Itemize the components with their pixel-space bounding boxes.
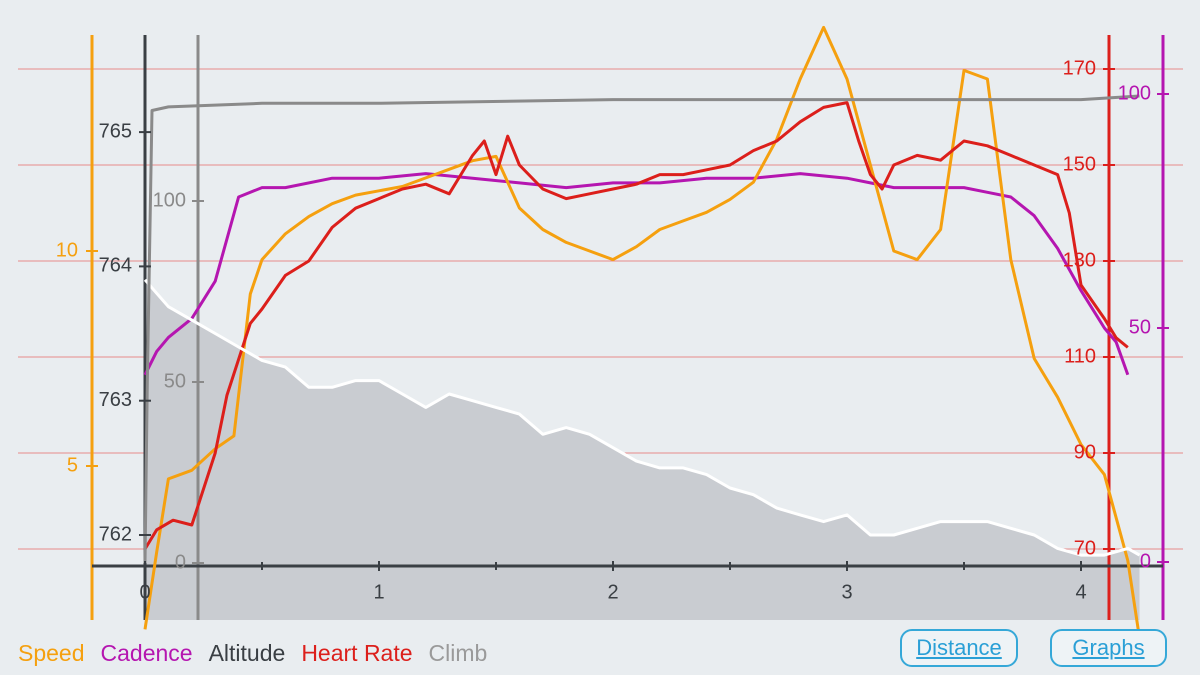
cadence-tick-label: 0 (1140, 550, 1151, 572)
graphs-button[interactable]: Graphs (1050, 629, 1167, 667)
altitude-tick-label: 764 (99, 255, 132, 277)
altitude-tick-label: 762 (99, 523, 132, 545)
x-tick-label: 1 (373, 581, 384, 603)
heart-rate-line (143, 101, 1129, 550)
tick-labels: 0 1 2 3 4 5 10 762 763 764 765 0 50 100 70 90 110 130 150 1… (56, 57, 1169, 603)
legend-altitude: Altitude (208, 640, 286, 666)
altitude-area (145, 279, 1140, 620)
climb-tick-label: 100 (153, 189, 186, 211)
speed-tick-label: 10 (56, 239, 78, 261)
speed-tick-label: 5 (67, 454, 78, 476)
legend-climb: Climb (428, 640, 488, 666)
heart-rate-tick-label: 130 (1063, 249, 1096, 271)
x-tick-label: 3 (841, 581, 852, 603)
altitude-line (143, 278, 1141, 557)
legend: Speed Cadence Altitude Heart Rate Climb (18, 640, 487, 667)
heart-rate-tick-label: 70 (1074, 537, 1096, 559)
cadence-line (143, 172, 1130, 376)
altitude-tick-label: 765 (99, 120, 132, 142)
altitude-fill (145, 279, 1140, 620)
cadence-tick-label: 50 (1129, 316, 1151, 338)
climb-line (143, 94, 1140, 564)
axes (90, 35, 1165, 620)
climb-tick-label: 0 (175, 551, 186, 573)
speed-line (143, 25, 1141, 639)
x-tick-label: 0 (139, 581, 150, 603)
distance-button[interactable]: Distance (900, 629, 1018, 667)
legend-speed: Speed (18, 640, 85, 666)
series-lines (143, 25, 1141, 639)
x-tick-label: 4 (1075, 581, 1086, 603)
heart-rate-tick-label: 170 (1063, 57, 1096, 79)
legend-heart-rate: Heart Rate (301, 640, 413, 666)
climb-tick-label: 50 (164, 370, 186, 392)
legend-cadence: Cadence (100, 640, 193, 666)
heart-rate-tick-label: 150 (1063, 153, 1096, 175)
cadence-tick-label: 100 (1118, 82, 1151, 104)
heart-rate-tick-label: 110 (1064, 345, 1096, 367)
x-tick-label: 2 (607, 581, 618, 603)
altitude-tick-label: 763 (99, 389, 132, 411)
heart-rate-tick-label: 90 (1074, 441, 1096, 463)
